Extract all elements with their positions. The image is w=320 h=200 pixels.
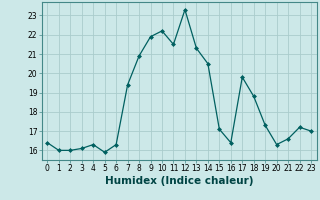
X-axis label: Humidex (Indice chaleur): Humidex (Indice chaleur) [105,176,253,186]
